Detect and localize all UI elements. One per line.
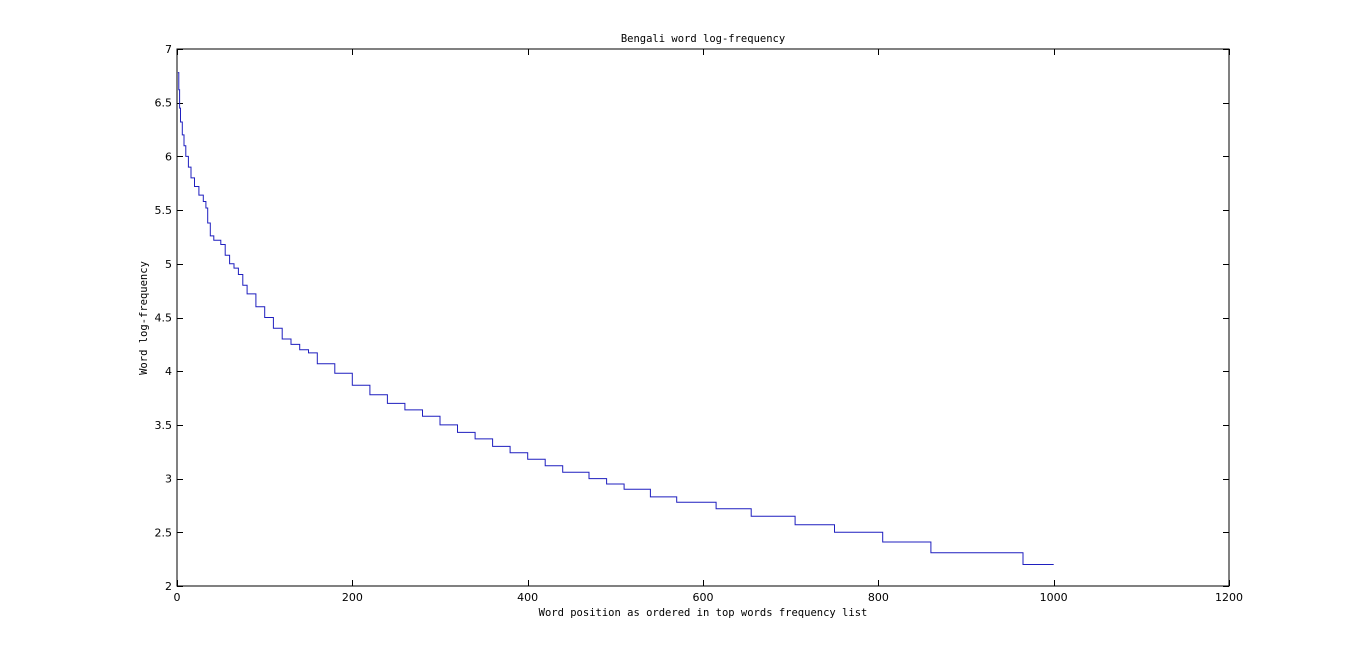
y-tick-label: 2 xyxy=(165,580,172,593)
x-tick-label: 1000 xyxy=(1040,591,1068,604)
y-tick-label: 6.5 xyxy=(155,97,173,110)
x-tick-label: 400 xyxy=(517,591,538,604)
y-axis-label: Word log-frequency xyxy=(138,261,150,375)
y-tick-label: 6 xyxy=(165,150,172,163)
plot-frame xyxy=(176,48,1230,587)
y-tick-label: 2.5 xyxy=(155,526,173,539)
plot-area xyxy=(177,49,1229,586)
x-tick-label: 0 xyxy=(174,591,181,604)
series-layer xyxy=(177,72,1054,565)
x-tick-label: 600 xyxy=(693,591,714,604)
x-axis-label: Word position as ordered in top words fr… xyxy=(539,607,868,619)
chart-title: Bengali word log-frequency xyxy=(621,33,785,45)
y-tick-label: 4.5 xyxy=(155,312,173,325)
x-tick-label: 1200 xyxy=(1215,591,1243,604)
x-tick-label: 200 xyxy=(342,591,363,604)
series-line-0 xyxy=(177,72,1054,565)
y-tick-label: 5.5 xyxy=(155,204,173,217)
y-tick-label: 3 xyxy=(165,473,172,486)
y-tick-label: 4 xyxy=(165,365,172,378)
y-tick-label: 7 xyxy=(165,43,172,56)
x-tick-label: 800 xyxy=(868,591,889,604)
y-tick-label: 3.5 xyxy=(155,419,173,432)
y-tick-label: 5 xyxy=(165,258,172,271)
tick-labels-layer: 0 200 400 600 800 1000 1200 2 2.5 3 3.5 4 4.5 5 5.5 6 6.… xyxy=(155,43,1244,604)
